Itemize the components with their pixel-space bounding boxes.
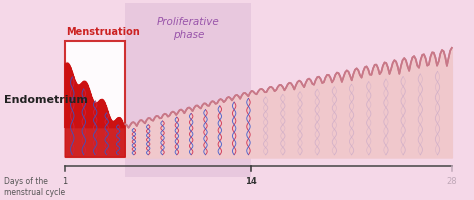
Bar xyxy=(125,4,251,177)
Polygon shape xyxy=(65,63,125,157)
Polygon shape xyxy=(95,103,96,128)
Bar xyxy=(65,42,125,128)
Polygon shape xyxy=(78,86,79,128)
Polygon shape xyxy=(111,120,112,128)
Polygon shape xyxy=(103,101,104,128)
Polygon shape xyxy=(124,126,125,128)
Polygon shape xyxy=(82,83,83,128)
Polygon shape xyxy=(91,96,92,128)
Polygon shape xyxy=(84,82,85,128)
Text: 14: 14 xyxy=(246,176,257,185)
Polygon shape xyxy=(81,84,82,128)
Text: Proliferative
phase: Proliferative phase xyxy=(157,17,219,40)
Polygon shape xyxy=(70,67,71,128)
Polygon shape xyxy=(116,119,117,128)
Polygon shape xyxy=(88,87,89,128)
Polygon shape xyxy=(94,103,95,128)
Polygon shape xyxy=(117,119,118,128)
Polygon shape xyxy=(74,79,75,128)
Polygon shape xyxy=(114,121,115,128)
Polygon shape xyxy=(89,89,90,128)
Polygon shape xyxy=(98,102,99,128)
Polygon shape xyxy=(120,119,121,128)
Polygon shape xyxy=(72,71,73,128)
Polygon shape xyxy=(77,85,78,128)
Polygon shape xyxy=(92,99,93,128)
Polygon shape xyxy=(106,106,107,128)
Polygon shape xyxy=(67,64,68,128)
Polygon shape xyxy=(85,82,86,128)
Polygon shape xyxy=(65,64,66,128)
Polygon shape xyxy=(102,100,103,128)
Text: 1: 1 xyxy=(63,176,68,185)
Polygon shape xyxy=(99,101,100,128)
Polygon shape xyxy=(73,77,74,128)
Polygon shape xyxy=(90,92,91,128)
Polygon shape xyxy=(107,109,108,128)
Polygon shape xyxy=(75,82,76,128)
Polygon shape xyxy=(80,85,81,128)
Polygon shape xyxy=(96,104,97,128)
Polygon shape xyxy=(119,118,120,128)
Polygon shape xyxy=(115,121,116,128)
Polygon shape xyxy=(79,86,80,128)
Polygon shape xyxy=(105,104,106,128)
Polygon shape xyxy=(112,122,113,128)
Polygon shape xyxy=(97,103,98,128)
Text: Menstruation: Menstruation xyxy=(66,27,140,37)
Polygon shape xyxy=(108,113,109,128)
Polygon shape xyxy=(87,84,88,128)
Polygon shape xyxy=(118,118,119,128)
Polygon shape xyxy=(122,122,123,128)
Polygon shape xyxy=(93,101,94,128)
Polygon shape xyxy=(69,66,70,128)
Polygon shape xyxy=(86,83,87,128)
Polygon shape xyxy=(113,122,114,128)
Polygon shape xyxy=(66,64,67,128)
Polygon shape xyxy=(121,119,122,128)
Text: 28: 28 xyxy=(447,176,457,185)
Polygon shape xyxy=(123,125,124,128)
Text: Endometrium: Endometrium xyxy=(4,95,87,105)
Polygon shape xyxy=(110,118,111,128)
Polygon shape xyxy=(100,100,101,128)
Polygon shape xyxy=(83,82,84,128)
Polygon shape xyxy=(76,83,77,128)
Text: Days of the
menstrual cycle: Days of the menstrual cycle xyxy=(4,176,64,196)
Polygon shape xyxy=(109,117,110,128)
Polygon shape xyxy=(71,70,72,128)
Polygon shape xyxy=(101,100,102,128)
Polygon shape xyxy=(104,102,105,128)
Polygon shape xyxy=(68,64,69,128)
